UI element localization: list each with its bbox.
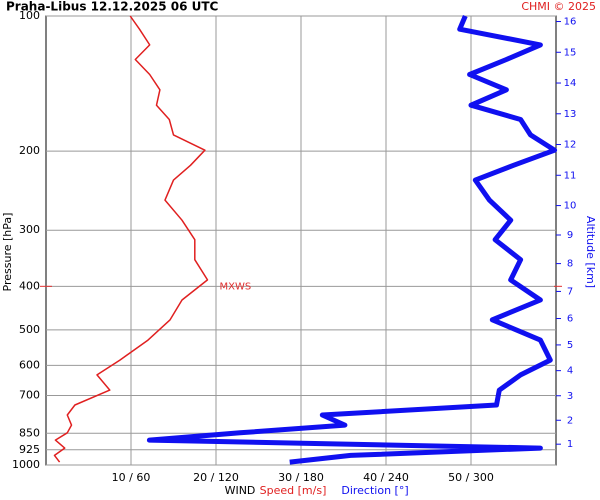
y-tick-label: 500 — [19, 323, 40, 336]
legend-direction: Direction [°] — [341, 484, 408, 497]
y-tick-label: 850 — [19, 426, 40, 439]
y2-tick-label: 12 — [564, 140, 577, 151]
x-tick-label: 20 / 120 — [193, 471, 239, 484]
y-tick-label: 700 — [19, 388, 40, 401]
y2-tick-label: 5 — [567, 340, 573, 351]
legend-speed: Speed [m/s] — [260, 484, 327, 497]
y-tick-label: 100 — [19, 9, 40, 22]
y2-tick-label: 7 — [567, 286, 573, 297]
y-tick-label: 400 — [19, 279, 40, 292]
y-axis-label: Pressure [hPa] — [1, 213, 14, 292]
y2-tick-label: 1 — [567, 439, 573, 450]
x-tick-label: 30 / 180 — [278, 471, 324, 484]
credit: CHMI © 2025 — [521, 0, 596, 13]
y2-tick-label: 8 — [567, 259, 573, 270]
x-tick-label: 40 / 240 — [363, 471, 409, 484]
y-tick-label: 925 — [19, 443, 40, 456]
y-tick-label: 600 — [19, 358, 40, 371]
y-tick-label: 1000 — [12, 458, 40, 471]
y2-tick-label: 4 — [567, 366, 573, 377]
chart-title: Praha-Libus 12.12.2025 06 UTC — [6, 0, 219, 14]
annotation-label: MXWS — [220, 281, 252, 292]
series-line — [53, 15, 209, 463]
y2-axis-label: Altitude [km] — [584, 216, 597, 288]
series-line — [146, 15, 558, 465]
y-tick-label: 300 — [19, 223, 40, 236]
y-tick-label: 200 — [19, 144, 40, 157]
y2-tick-label: 13 — [564, 109, 577, 120]
y2-tick-label: 10 — [564, 201, 577, 212]
y2-tick-label: 16 — [564, 17, 577, 28]
y2-tick-label: 9 — [567, 230, 573, 241]
y2-tick-label: 6 — [567, 314, 573, 325]
y2-tick-label: 11 — [564, 170, 577, 181]
y2-tick-label: 3 — [567, 391, 573, 402]
y2-tick-label: 2 — [567, 415, 573, 426]
y2-tick-label: 14 — [564, 78, 577, 89]
x-axis-label: WIND — [225, 484, 256, 497]
x-tick-label: 50 / 300 — [448, 471, 494, 484]
x-tick-label: 10 / 60 — [112, 471, 151, 484]
y2-tick-label: 15 — [564, 47, 577, 58]
